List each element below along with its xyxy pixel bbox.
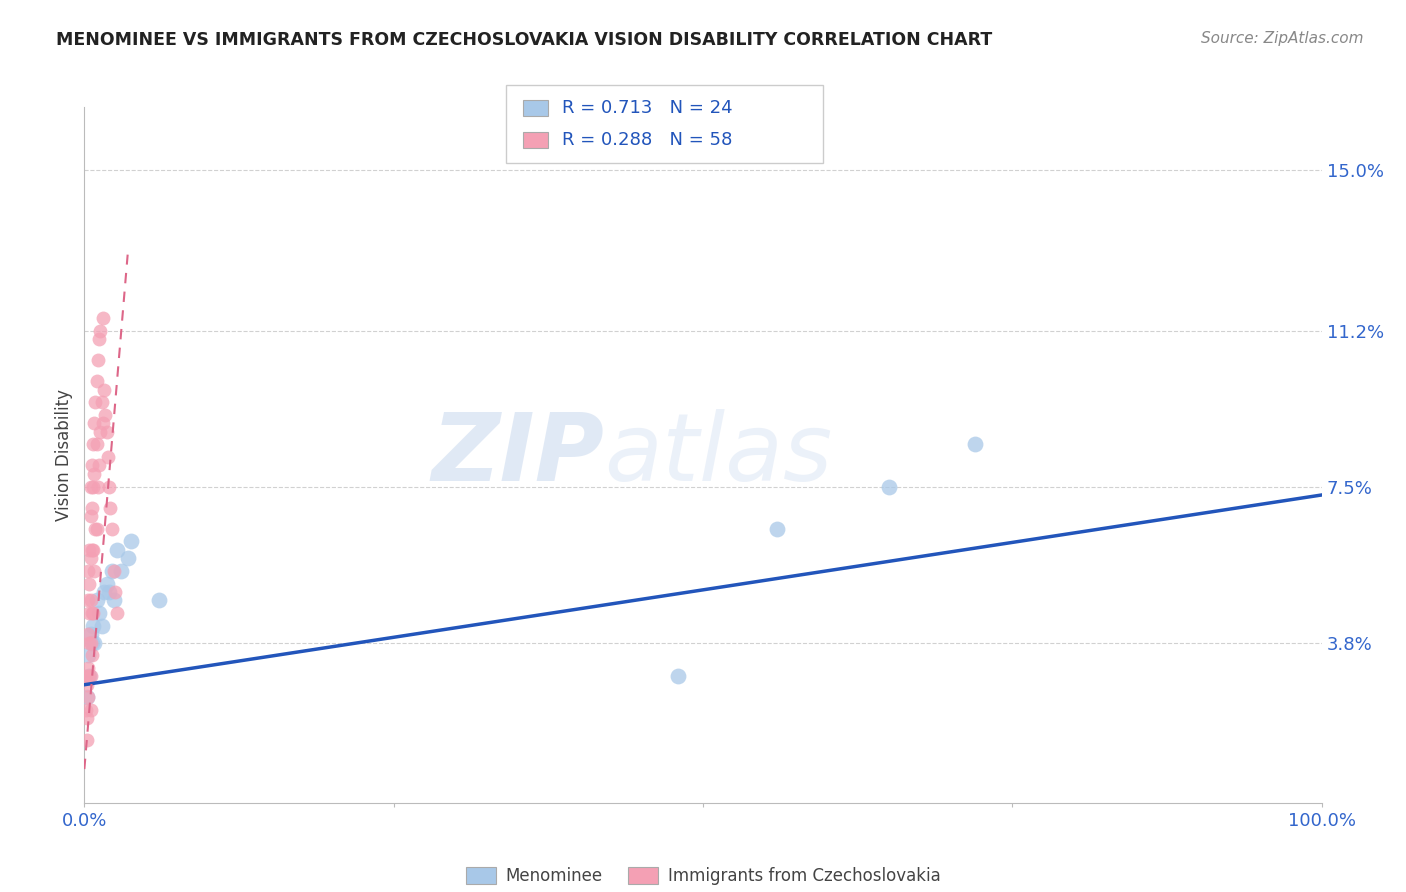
Point — [79, 509, 101, 524]
Point — [86, 593, 108, 607]
Point — [89, 425, 111, 439]
Point — [766, 522, 789, 536]
Point — [76, 732, 98, 747]
Point — [77, 627, 100, 641]
Point — [87, 479, 110, 493]
Point — [87, 353, 110, 368]
Text: R = 0.288   N = 58: R = 0.288 N = 58 — [562, 131, 733, 149]
Point — [110, 564, 132, 578]
Point — [97, 450, 120, 464]
Point — [104, 585, 127, 599]
Point — [79, 479, 101, 493]
Point — [82, 479, 104, 493]
Point — [91, 310, 114, 325]
Point — [90, 395, 112, 409]
Point — [82, 437, 104, 451]
Point — [103, 564, 125, 578]
Point — [100, 522, 122, 536]
Point — [79, 703, 101, 717]
Point — [79, 627, 101, 641]
Point — [89, 324, 111, 338]
Point — [965, 437, 987, 451]
Point — [89, 332, 111, 346]
Text: MENOMINEE VS IMMIGRANTS FROM CZECHOSLOVAKIA VISION DISABILITY CORRELATION CHART: MENOMINEE VS IMMIGRANTS FROM CZECHOSLOVA… — [56, 31, 993, 49]
Point — [77, 648, 100, 663]
Point — [77, 593, 100, 607]
Y-axis label: Vision Disability: Vision Disability — [55, 389, 73, 521]
Point — [84, 395, 107, 409]
Point — [117, 551, 139, 566]
Text: atlas: atlas — [605, 409, 832, 500]
Legend: Menominee, Immigrants from Czechoslovakia: Menominee, Immigrants from Czechoslovaki… — [458, 861, 948, 892]
Point — [79, 635, 101, 649]
Point — [98, 479, 121, 493]
Point — [79, 635, 101, 649]
Point — [76, 690, 98, 705]
Point — [77, 564, 100, 578]
Point — [98, 500, 121, 515]
Point — [82, 618, 104, 632]
Point — [79, 542, 101, 557]
Point — [86, 437, 108, 451]
Point — [83, 467, 105, 481]
Point — [80, 635, 103, 649]
Point — [82, 606, 104, 620]
Text: R = 0.713   N = 24: R = 0.713 N = 24 — [562, 99, 733, 117]
Point — [79, 576, 101, 591]
Point — [105, 542, 128, 557]
Point — [83, 635, 105, 649]
Point — [79, 606, 101, 620]
Point — [75, 703, 97, 717]
Text: Source: ZipAtlas.com: Source: ZipAtlas.com — [1201, 31, 1364, 46]
Point — [93, 585, 115, 599]
Point — [80, 458, 103, 473]
Point — [79, 669, 101, 683]
Point — [89, 606, 111, 620]
Point — [79, 593, 101, 607]
Point — [80, 648, 103, 663]
Point — [877, 479, 900, 493]
Point — [79, 669, 101, 683]
Point — [90, 618, 112, 632]
Point — [83, 564, 105, 578]
Point — [80, 542, 103, 557]
Point — [105, 606, 128, 620]
Text: ZIP: ZIP — [432, 409, 605, 501]
Point — [84, 522, 107, 536]
Point — [91, 417, 114, 431]
Point — [96, 425, 118, 439]
Point — [83, 417, 105, 431]
Point — [666, 669, 689, 683]
Point — [86, 374, 108, 388]
Point — [79, 669, 101, 683]
Point — [120, 534, 142, 549]
Point — [77, 690, 100, 705]
Point — [103, 593, 125, 607]
Point — [79, 551, 101, 566]
Point — [76, 678, 98, 692]
Point — [93, 383, 115, 397]
Point — [89, 458, 111, 473]
Point — [82, 542, 104, 557]
Point — [98, 585, 121, 599]
Point — [75, 669, 97, 683]
Point — [148, 593, 170, 607]
Point — [80, 500, 103, 515]
Point — [76, 711, 98, 725]
Point — [100, 564, 122, 578]
Point — [96, 576, 118, 591]
Point — [94, 408, 117, 422]
Point — [86, 522, 108, 536]
Point — [80, 606, 103, 620]
Point — [77, 661, 100, 675]
